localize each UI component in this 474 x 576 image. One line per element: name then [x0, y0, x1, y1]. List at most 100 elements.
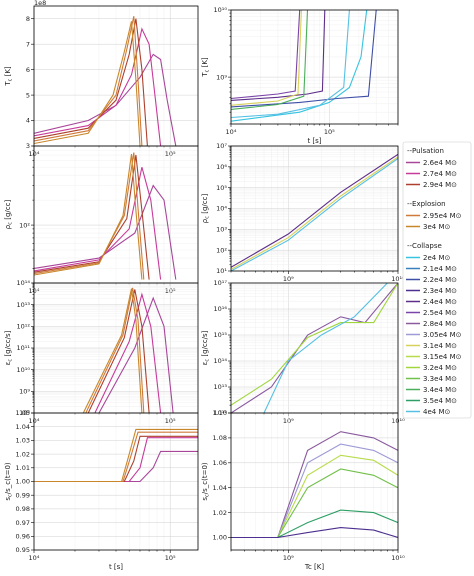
y-axis-label-unit: [g/cc/s] [201, 330, 209, 358]
legend-item-label: 3.3e4 M⊙ [423, 375, 457, 383]
y-tick-label: 10⁴ [216, 205, 227, 213]
series-line [263, 283, 388, 413]
series-line [231, 156, 398, 270]
y-axis-label-main: ε [4, 361, 12, 365]
y-tick-label: 1.02 [16, 450, 30, 458]
y-axis-label: Tc [K] [201, 57, 211, 78]
y-tick-label: 4 [26, 117, 30, 125]
series-line [98, 296, 174, 413]
series-line [34, 18, 148, 146]
series-line [34, 21, 141, 146]
legend-item-label: 3.15e4 M⊙ [423, 353, 461, 361]
legend-item-label: 2.9e4 M⊙ [423, 181, 457, 189]
y-tick-label: 10¹⁴ [17, 279, 31, 287]
x-tick-label: 10⁴ [226, 128, 237, 136]
legend-item-label: 4e4 M⊙ [423, 408, 450, 416]
panel-s_t_left: 10⁴ 10⁵ 0.95 0.96 0.97 0.98 0.99 1.00 1.01 1.02 1.… [4, 409, 199, 571]
y-tick-label: 0.95 [16, 546, 30, 554]
legend-group-title: --Pulsation [407, 147, 444, 155]
series-line [34, 152, 145, 280]
y-tick-label: 3 [26, 142, 30, 150]
series-line [231, 10, 350, 119]
legend-item-label: 2.7e4 M⊙ [423, 170, 457, 178]
y-tick-label: 10³ [216, 226, 227, 234]
y-tick-label: 10⁷ [216, 142, 227, 150]
y-tick-label: 0.97 [16, 519, 30, 527]
x-axis-label: t [s] [307, 137, 321, 145]
y-axis-label-unit: [K] [201, 57, 209, 70]
legend-group-title: --Explosion [407, 200, 446, 208]
y-axis-label-main: s [201, 497, 209, 501]
series-line [231, 431, 398, 539]
y-axis-label-main: T [4, 81, 12, 87]
legend-item-label: 2.4e4 M⊙ [423, 298, 457, 306]
y-tick-label: 7 [26, 40, 30, 48]
y-axis-label-sub: c [205, 216, 211, 219]
y-tick-label: 1.04 [16, 423, 30, 431]
legend-item-label: 3.2e4 M⊙ [423, 364, 457, 372]
series-line [231, 283, 398, 406]
y-tick-label: 1.00 [213, 534, 227, 542]
y-axis-label-unit: [g/cc] [201, 194, 209, 216]
y-axis-label-main: ε [201, 361, 209, 365]
series-line [231, 10, 377, 108]
y-tick-label: 10¹ [216, 267, 227, 275]
series-line [34, 153, 143, 280]
legend: --Pulsation 2.6e4 M⊙ 2.7e4 M⊙ 2.9e4 M⊙ --Exp… [402, 141, 472, 419]
legend-group-title: --Collapse [407, 242, 442, 250]
y-axis-label-sub: c [205, 69, 211, 72]
x-tick-label: 10⁵ [324, 128, 335, 136]
y-axis-label-unit: /s_c(t=0) [201, 462, 209, 494]
y-tick-label: 10¹⁷ [214, 279, 228, 287]
y-tick-label: 1.05 [16, 409, 30, 417]
y-tick-label: 10⁸ [19, 409, 30, 417]
y-tick-label: 1.08 [213, 434, 227, 442]
y-tick-label: 10¹⁵ [214, 331, 228, 339]
legend-item-label: 2.8e4 M⊙ [423, 320, 457, 328]
y-tick-label: 10¹¹ [17, 344, 31, 352]
y-tick-label: 10¹³ [214, 383, 228, 391]
y-axis-label-sub: c [8, 78, 14, 81]
legend-item-label: 2.1e4 M⊙ [423, 265, 457, 273]
legend-item-label: 2.95e4 M⊙ [423, 212, 461, 220]
y-axis-label: εc [g/cc/s] [201, 330, 211, 365]
y-axis-label-unit: [g/cc/s] [4, 330, 12, 358]
y-axis-label-sub: c [8, 494, 14, 497]
series-line [34, 167, 162, 280]
series-line [231, 283, 398, 413]
y-axis-label-sub: c [8, 359, 14, 362]
series-line [231, 10, 309, 110]
plot-frame [230, 145, 399, 272]
y-axis-label: sc/s_c(t=0) [201, 462, 211, 501]
legend-item-label: 2.6e4 M⊙ [423, 159, 457, 167]
y-axis-label: sc/s_c(t=0) [4, 462, 14, 501]
y-tick-label: 10² [19, 221, 30, 229]
plot-frame [230, 412, 399, 551]
y-tick-label: 10⁹ [216, 73, 227, 81]
x-axis-label: t [s] [109, 563, 123, 571]
x-tick-label: 10¹⁰ [391, 554, 405, 562]
y-axis-label-unit: [K] [4, 66, 12, 79]
series-line [231, 454, 398, 539]
y-axis-label-sub: c [205, 494, 211, 497]
series-line [34, 154, 150, 280]
y-axis-label: ρc [g/cc] [201, 194, 211, 224]
series-line [34, 16, 143, 146]
legend-item-label: 3.05e4 M⊙ [423, 331, 461, 339]
y-tick-label: 8 [26, 15, 30, 23]
y-tick-label: 1.03 [16, 437, 30, 445]
series-line [34, 184, 177, 280]
y-tick-label: 10¹⁶ [214, 305, 228, 313]
legend-item-label: 3.4e4 M⊙ [423, 386, 457, 394]
series-line [231, 10, 326, 101]
series-line [231, 468, 398, 539]
legend-item-label: 3e4 M⊙ [423, 223, 450, 231]
plot-frame [33, 412, 199, 551]
panel-s_tc_right: 10⁹ 10¹⁰ 1.00 1.02 1.04 1.06 1.08 1.10 sc/s_c(t=… [201, 409, 405, 571]
y-axis-label: Tc [K] [4, 66, 14, 87]
y-tick-label: 10⁵ [216, 184, 227, 192]
legend-item-label: 2e4 M⊙ [423, 254, 450, 262]
